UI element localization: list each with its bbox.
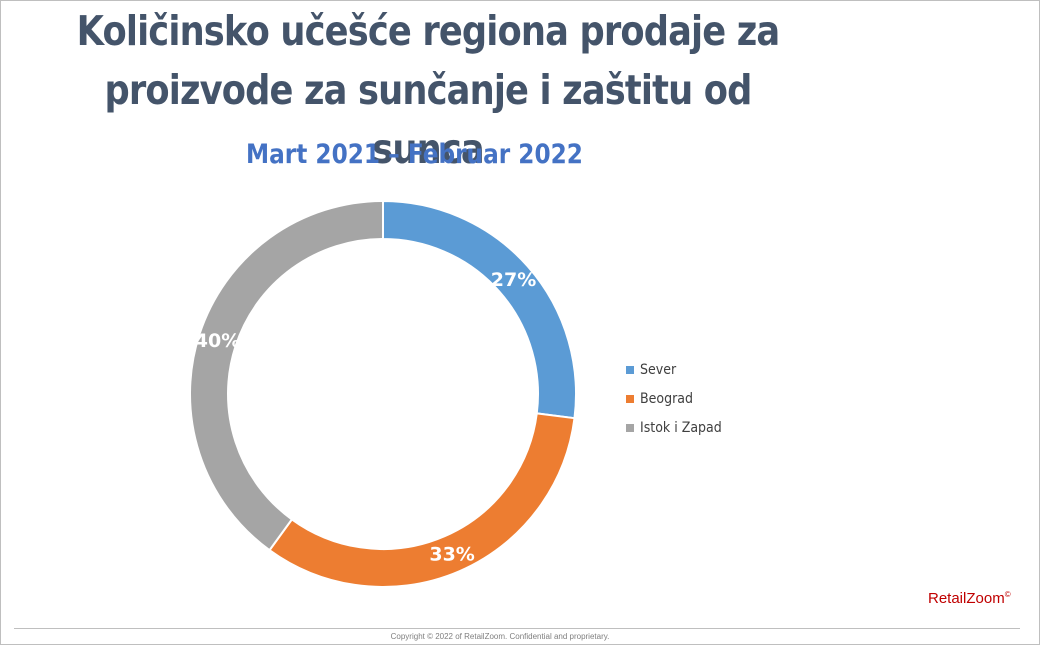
chart-title-line-1: Količinsko učešće regiona prodaje za (76, 7, 781, 55)
legend-swatch (626, 394, 634, 403)
logo-mark: © (1004, 590, 1011, 599)
data-label-sever: 27% (491, 269, 536, 291)
legend-label: Sever (640, 361, 677, 378)
copyright-text: Copyright © 2022 of RetailZoom. Confiden… (390, 632, 610, 641)
donut-slice-istok-i-zapad (189, 199, 384, 552)
legend-item-sever: Sever (626, 355, 722, 384)
legend-item-beograd: Beograd (626, 384, 722, 413)
donut-slice-beograd (268, 412, 576, 588)
donut-labels: 27% 33% 40% (195, 269, 536, 566)
chart-legend: Sever Beograd Istok i Zapad (626, 355, 722, 442)
chart-title-line-2: proizvode za sunčanje i zaštitu od sunca (104, 66, 752, 173)
data-label-istok-i-zapad: 40% (195, 330, 240, 352)
donut-slice-sever (382, 199, 577, 420)
legend-swatch (626, 423, 634, 432)
legend-swatch (626, 365, 634, 374)
donut-slices (189, 199, 577, 588)
footer-divider (14, 628, 1020, 629)
legend-item-istok-i-zapad: Istok i Zapad (626, 413, 722, 442)
logo-text: RetailZoom (928, 590, 1005, 607)
retailzoom-logo: RetailZoom© (928, 590, 1011, 607)
data-label-beograd: 33% (429, 544, 474, 566)
legend-label: Beograd (640, 390, 693, 407)
chart-subtitle: Mart 2021 – Februar 2022 (246, 139, 583, 170)
chart-title: Količinsko učešće regiona prodaje za pro… (60, 2, 796, 179)
legend-label: Istok i Zapad (640, 419, 722, 436)
